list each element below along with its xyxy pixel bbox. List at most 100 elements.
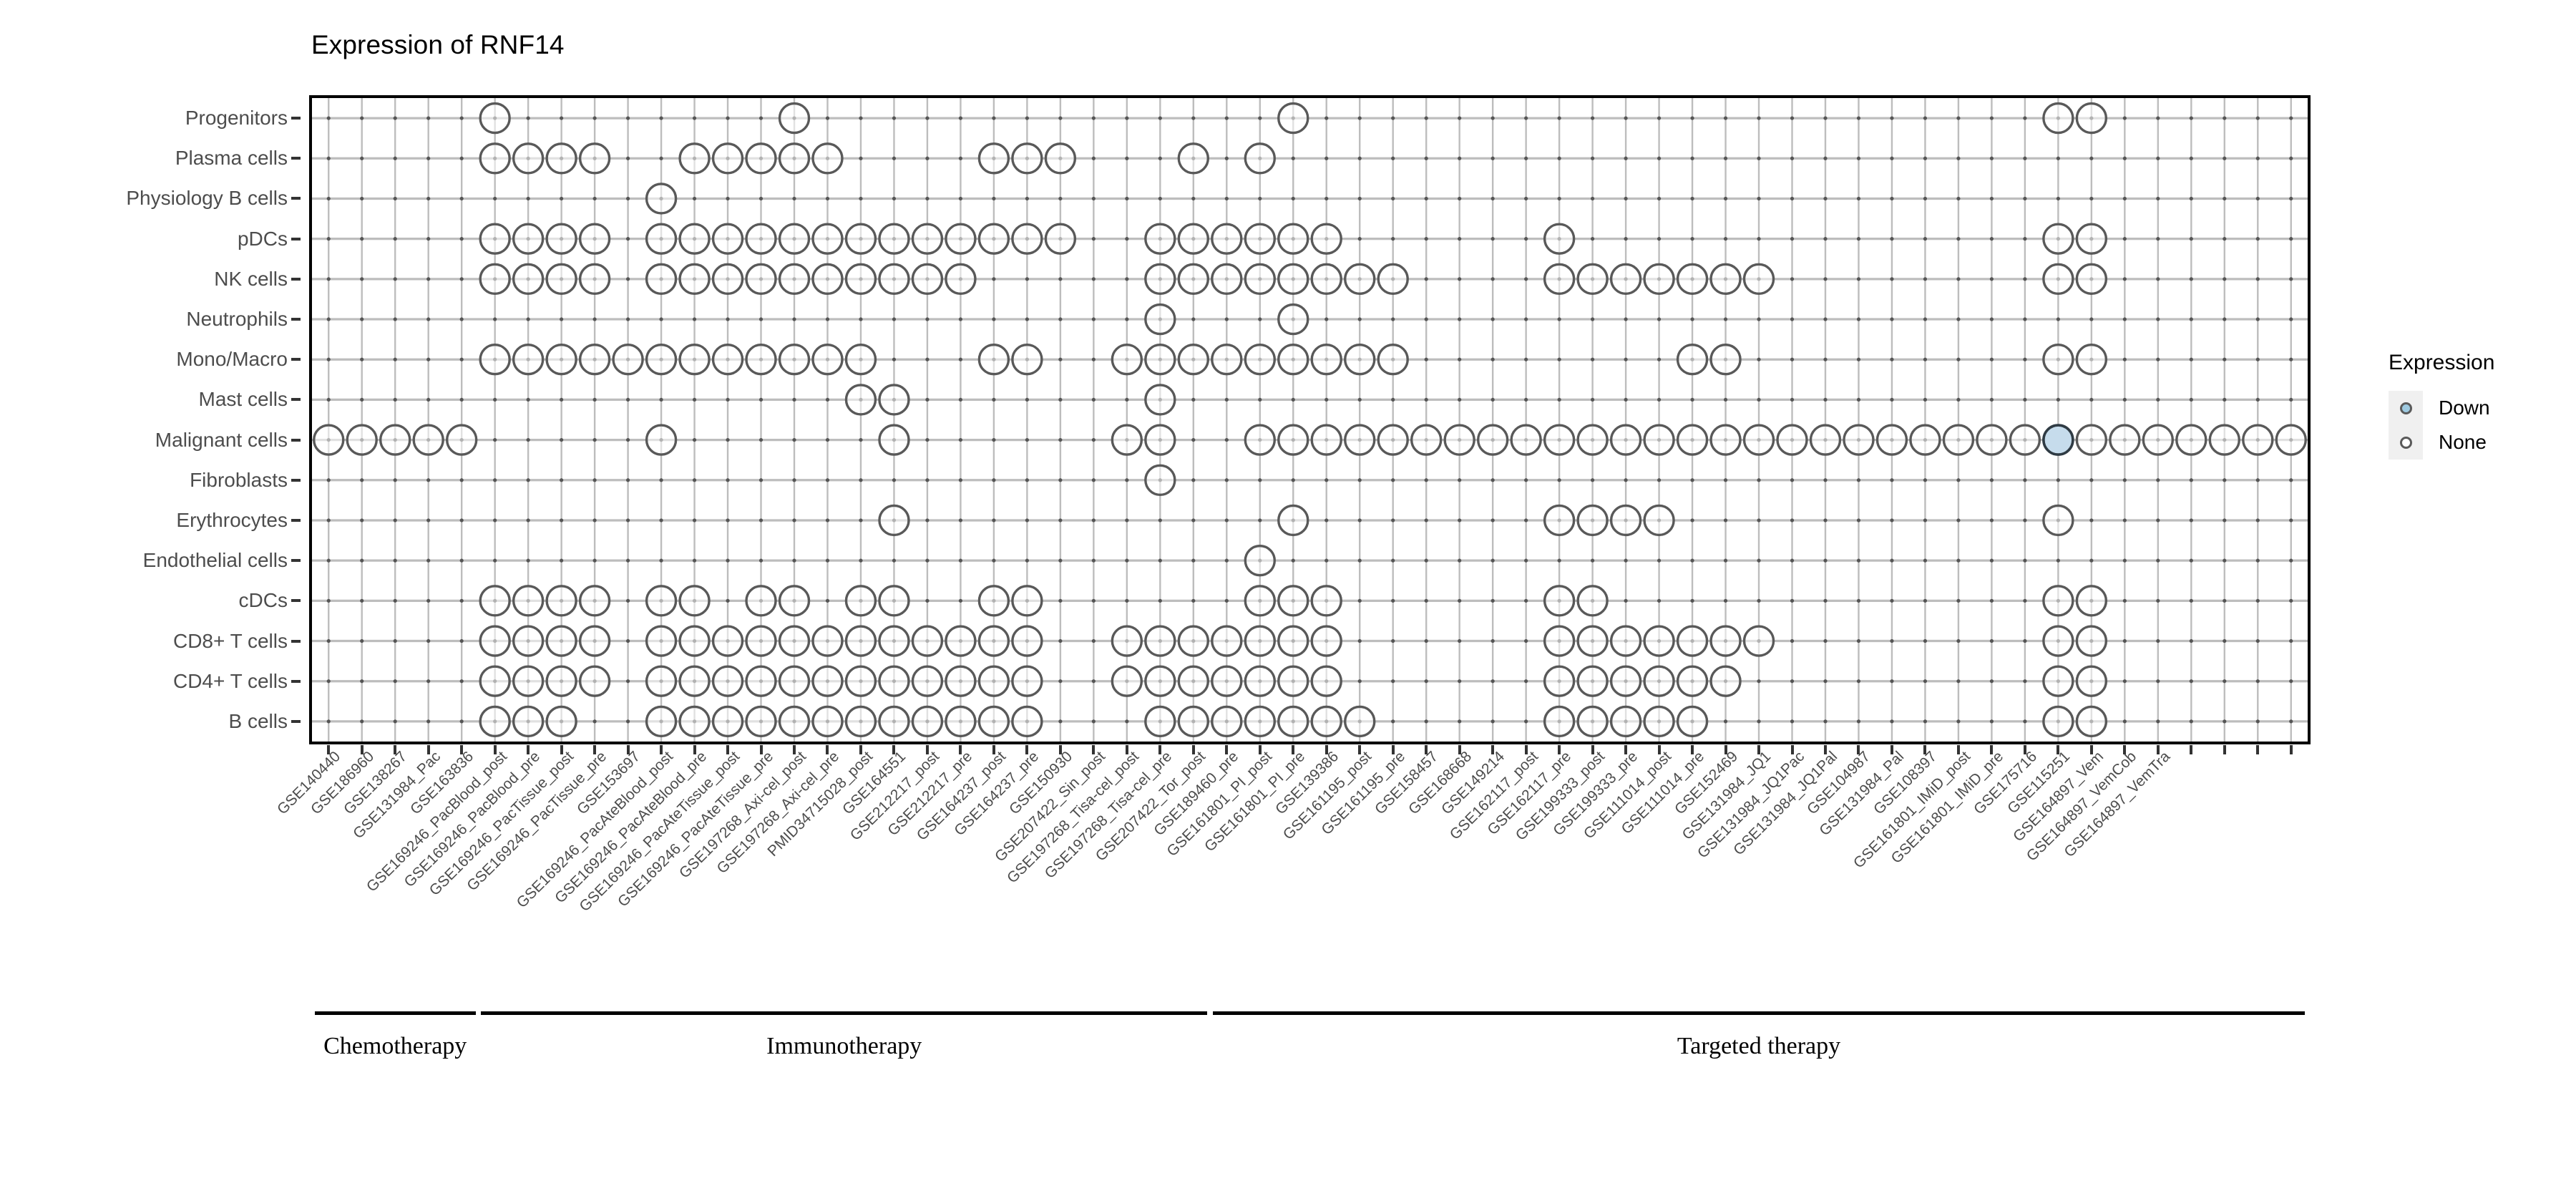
dot-none	[977, 142, 1010, 175]
dot-none	[512, 263, 545, 296]
y-tick-mark	[291, 117, 301, 120]
dot-none	[645, 665, 678, 697]
dot-none	[745, 223, 777, 255]
dot-none	[645, 344, 678, 376]
dot-none	[1244, 544, 1276, 577]
dot-none	[1310, 263, 1342, 296]
x-tick-mark	[1956, 745, 1960, 754]
dot-none	[1211, 263, 1243, 296]
legend-dot-icon	[2399, 436, 2412, 449]
dot-none	[878, 625, 910, 657]
x-tick-mark	[1724, 745, 1727, 754]
dot-none	[1543, 223, 1576, 255]
dot-none	[945, 223, 977, 255]
x-tick-mark	[1558, 745, 1561, 754]
dot-none	[711, 625, 744, 657]
dot-none	[1742, 424, 1775, 456]
dot-none	[1310, 223, 1342, 255]
dot-none	[844, 705, 877, 738]
dot-none	[911, 263, 944, 296]
legend-item[interactable]: None	[2389, 425, 2567, 460]
dot-none	[1011, 625, 1043, 657]
x-tick-mark	[1092, 745, 1096, 754]
dot-none	[545, 142, 577, 175]
dot-none	[1809, 424, 1842, 456]
dot-none	[711, 142, 744, 175]
x-tick-mark	[1225, 745, 1229, 754]
dot-none	[1543, 705, 1576, 738]
dot-none	[844, 384, 877, 416]
dot-none	[1576, 263, 1609, 296]
x-tick-mark	[1923, 745, 1927, 754]
dot-none	[2242, 424, 2274, 456]
dot-none	[878, 223, 910, 255]
dot-none	[2042, 263, 2074, 296]
dot-none	[578, 585, 611, 617]
y-tick-label-mast-cells: Mast cells	[198, 388, 288, 411]
dot-none	[1177, 625, 1210, 657]
dot-none	[977, 585, 1010, 617]
dot-none	[1742, 625, 1775, 657]
dot-none	[2208, 424, 2240, 456]
x-tick-mark	[493, 745, 497, 754]
y-tick-label-erythrocytes: Erythrocytes	[176, 508, 288, 531]
dot-none	[479, 585, 511, 617]
dot-matrix	[312, 98, 2308, 742]
dot-none	[711, 263, 744, 296]
x-tick-mark	[2190, 745, 2193, 754]
dot-none	[678, 665, 711, 697]
dot-none	[945, 705, 977, 738]
dot-none	[1643, 705, 1675, 738]
dot-none	[811, 223, 844, 255]
y-tick-mark	[291, 559, 301, 563]
dot-none	[1609, 263, 1642, 296]
dot-none	[1510, 424, 1542, 456]
dot-none	[1576, 504, 1609, 537]
y-tick-label-pdcs: pDCs	[237, 227, 288, 250]
dot-none	[1144, 384, 1176, 416]
dot-none	[479, 625, 511, 657]
dot-none	[1942, 424, 1975, 456]
dot-none	[778, 102, 811, 135]
x-tick-mark	[859, 745, 862, 754]
x-tick-mark	[1458, 745, 1461, 754]
y-tick-mark	[291, 599, 301, 603]
dot-none	[1609, 504, 1642, 537]
dot-none	[1443, 424, 1475, 456]
dot-none	[2042, 585, 2074, 617]
legend-title: Expression	[2389, 351, 2495, 374]
dot-none	[512, 705, 545, 738]
dot-none	[2009, 424, 2041, 456]
page-title: Expression of RNF14	[311, 30, 565, 59]
legend-item[interactable]: Down	[2389, 391, 2567, 425]
dot-none	[545, 705, 577, 738]
dot-none	[1543, 424, 1576, 456]
dot-none	[1410, 424, 1443, 456]
dot-none	[1643, 424, 1675, 456]
dot-none	[1144, 625, 1176, 657]
dot-none	[1111, 665, 1143, 697]
x-tick-mark	[925, 745, 929, 754]
dot-none	[1244, 424, 1276, 456]
dot-none	[1111, 424, 1143, 456]
dot-none	[1576, 625, 1609, 657]
legend-item-label: Down	[2439, 397, 2490, 419]
x-tick-mark	[726, 745, 730, 754]
dot-none	[578, 223, 611, 255]
dot-none	[1576, 585, 1609, 617]
dot-none	[612, 344, 644, 376]
x-tick-mark	[527, 745, 530, 754]
x-tick-mark	[1691, 745, 1694, 754]
dot-none	[811, 665, 844, 697]
x-tick-mark	[2089, 745, 2093, 754]
dot-none	[479, 142, 511, 175]
dot-none	[911, 705, 944, 738]
dot-none	[545, 665, 577, 697]
dot-none	[1609, 705, 1642, 738]
y-tick-label-malignant-cells: Malignant cells	[155, 428, 288, 451]
legend-item-label: None	[2439, 431, 2487, 453]
dot-none	[1576, 705, 1609, 738]
dot-none	[1676, 625, 1709, 657]
group-bar	[481, 1011, 1208, 1015]
x-tick-mark	[2057, 745, 2060, 754]
